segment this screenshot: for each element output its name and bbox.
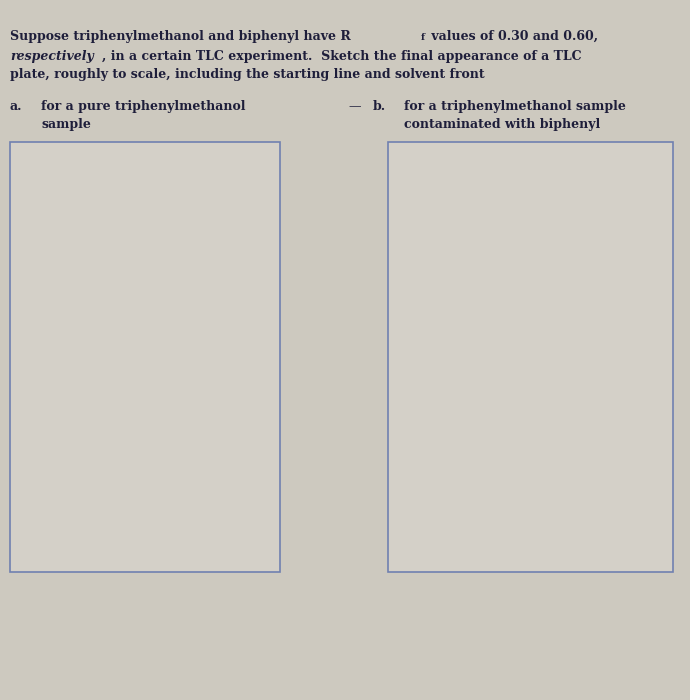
Bar	[10, 142, 280, 572]
Text: for a triphenylmethanol sample: for a triphenylmethanol sample	[404, 100, 626, 113]
Text: for a pure triphenylmethanol: for a pure triphenylmethanol	[41, 100, 246, 113]
Text: b.: b.	[373, 100, 386, 113]
Text: a.: a.	[10, 100, 23, 113]
Text: respectively: respectively	[10, 50, 94, 63]
Bar	[388, 142, 673, 572]
Text: values of 0.30 and 0.60,: values of 0.30 and 0.60,	[427, 30, 598, 43]
Text: sample: sample	[41, 118, 91, 131]
Text: Suppose triphenylmethanol and biphenyl have R: Suppose triphenylmethanol and biphenyl h…	[10, 30, 351, 43]
Text: plate, roughly to scale, including the starting line and solvent front: plate, roughly to scale, including the s…	[10, 68, 484, 81]
Text: , in a certain TLC experiment.  Sketch the final appearance of a TLC: , in a certain TLC experiment. Sketch th…	[102, 50, 582, 63]
Text: f: f	[420, 33, 424, 42]
Text: contaminated with biphenyl: contaminated with biphenyl	[404, 118, 600, 131]
Text: —: —	[348, 100, 362, 113]
